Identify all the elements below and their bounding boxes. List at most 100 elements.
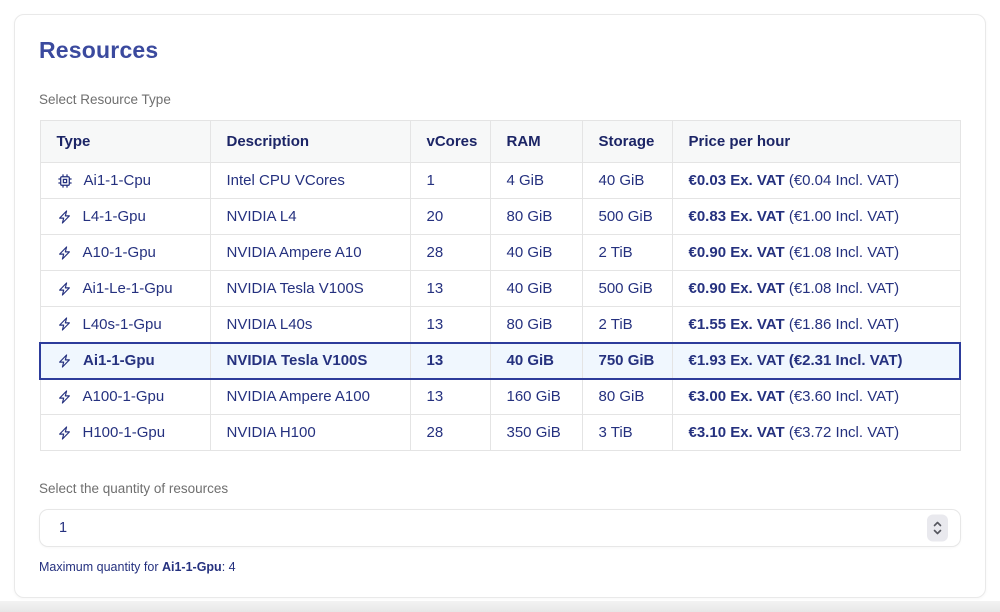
resource-description: NVIDIA L40s (210, 307, 410, 343)
resource-vcores: 13 (410, 343, 490, 379)
resource-ram: 350 GiB (490, 415, 582, 451)
resource-vcores: 1 (410, 163, 490, 199)
resource-type-label: Select Resource Type (39, 92, 961, 107)
resource-type-value: A100-1-Gpu (83, 388, 165, 405)
resource-price: €3.10 Ex. VAT (€3.72 Incl. VAT) (672, 415, 960, 451)
resource-price: €0.90 Ex. VAT (€1.08 Incl. VAT) (672, 271, 960, 307)
price-ex-vat: €1.55 Ex. VAT (689, 316, 785, 333)
resource-ram: 160 GiB (490, 379, 582, 415)
resource-table-row[interactable]: L4-1-Gpu NVIDIA L4 20 80 GiB 500 GiB €0.… (40, 199, 960, 235)
page: Resources Select Resource Type Type Desc… (0, 0, 1000, 612)
quantity-section: Select the quantity of resources Maximum… (39, 481, 961, 574)
resource-ram: 80 GiB (490, 199, 582, 235)
price-incl-vat: (€0.04 Incl. VAT) (785, 172, 900, 189)
resource-table-row[interactable]: Ai1-Le-1-Gpu NVIDIA Tesla V100S 13 40 Gi… (40, 271, 960, 307)
col-header-type: Type (40, 121, 210, 163)
max-note-prefix: Maximum quantity for (39, 560, 162, 574)
resource-table-row[interactable]: Ai1-1-Cpu Intel CPU VCores 1 4 GiB 40 Gi… (40, 163, 960, 199)
resource-type-value: H100-1-Gpu (83, 424, 166, 441)
resource-description: Intel CPU VCores (210, 163, 410, 199)
resource-price: €1.93 Ex. VAT (€2.31 Incl. VAT) (672, 343, 960, 379)
col-header-vcores: vCores (410, 121, 490, 163)
resource-type-value: Ai1-1-Gpu (83, 352, 155, 369)
resource-ram: 40 GiB (490, 235, 582, 271)
resource-storage: 500 GiB (582, 199, 672, 235)
lightning-bolt-icon (57, 389, 72, 405)
price-ex-vat: €0.90 Ex. VAT (689, 244, 785, 261)
resource-storage: 500 GiB (582, 271, 672, 307)
resource-type-value: L4-1-Gpu (83, 208, 146, 225)
resource-vcores: 13 (410, 271, 490, 307)
col-header-storage: Storage (582, 121, 672, 163)
resource-ram: 40 GiB (490, 271, 582, 307)
resource-vcores: 28 (410, 415, 490, 451)
page-bottom-strip (0, 601, 1000, 612)
quantity-label: Select the quantity of resources (39, 481, 961, 496)
price-ex-vat: €3.00 Ex. VAT (689, 388, 785, 405)
resource-ram: 40 GiB (490, 343, 582, 379)
resource-table-body: Ai1-1-Cpu Intel CPU VCores 1 4 GiB 40 Gi… (40, 163, 960, 451)
price-ex-vat: €1.93 Ex. VAT (689, 352, 785, 369)
price-ex-vat: €0.03 Ex. VAT (689, 172, 785, 189)
table-header-row: Type Description vCores RAM Storage Pric… (40, 121, 960, 163)
resource-ram: 80 GiB (490, 307, 582, 343)
resource-price: €0.90 Ex. VAT (€1.08 Incl. VAT) (672, 235, 960, 271)
resource-price: €0.83 Ex. VAT (€1.00 Incl. VAT) (672, 199, 960, 235)
resource-type-value: Ai1-1-Cpu (84, 172, 152, 189)
resource-storage: 80 GiB (582, 379, 672, 415)
page-title: Resources (39, 37, 961, 64)
price-incl-vat: (€3.72 Incl. VAT) (785, 424, 900, 441)
lightning-bolt-icon (57, 245, 72, 261)
max-quantity-note: Maximum quantity for Ai1-1-Gpu: 4 (39, 560, 961, 574)
resource-table-row[interactable]: A100-1-Gpu NVIDIA Ampere A100 13 160 GiB… (40, 379, 960, 415)
price-incl-vat: (€3.60 Incl. VAT) (785, 388, 900, 405)
max-note-type: Ai1-1-Gpu (162, 560, 222, 574)
price-ex-vat: €0.83 Ex. VAT (689, 208, 785, 225)
price-ex-vat: €0.90 Ex. VAT (689, 280, 785, 297)
quantity-input[interactable] (40, 510, 960, 546)
resource-description: NVIDIA Ampere A100 (210, 379, 410, 415)
resource-price: €0.03 Ex. VAT (€0.04 Incl. VAT) (672, 163, 960, 199)
resource-description: NVIDIA L4 (210, 199, 410, 235)
quantity-stepper up-down-chevrons-icon[interactable] (927, 515, 948, 542)
resource-description: NVIDIA Ampere A10 (210, 235, 410, 271)
resource-type-value: A10-1-Gpu (83, 244, 156, 261)
price-incl-vat: (€2.31 Incl. VAT) (785, 352, 903, 369)
resource-storage: 40 GiB (582, 163, 672, 199)
resource-storage: 2 TiB (582, 307, 672, 343)
cpu-chip-icon (57, 173, 73, 189)
resource-vcores: 28 (410, 235, 490, 271)
resource-storage: 750 GiB (582, 343, 672, 379)
price-ex-vat: €3.10 Ex. VAT (689, 424, 785, 441)
price-incl-vat: (€1.86 Incl. VAT) (785, 316, 900, 333)
resource-vcores: 13 (410, 307, 490, 343)
resource-vcores: 13 (410, 379, 490, 415)
col-header-description: Description (210, 121, 410, 163)
resource-table: Type Description vCores RAM Storage Pric… (39, 120, 961, 451)
col-header-ram: RAM (490, 121, 582, 163)
resource-type-value: L40s-1-Gpu (83, 316, 162, 333)
lightning-bolt-icon (57, 281, 72, 297)
lightning-bolt-icon (57, 316, 72, 332)
resource-table-row[interactable]: H100-1-Gpu NVIDIA H100 28 350 GiB 3 TiB … (40, 415, 960, 451)
lightning-bolt-icon (57, 353, 72, 369)
resource-table-row[interactable]: L40s-1-Gpu NVIDIA L40s 13 80 GiB 2 TiB €… (40, 307, 960, 343)
resource-vcores: 20 (410, 199, 490, 235)
resource-ram: 4 GiB (490, 163, 582, 199)
resource-table-row[interactable]: Ai1-1-Gpu NVIDIA Tesla V100S 13 40 GiB 7… (40, 343, 960, 379)
resources-card: Resources Select Resource Type Type Desc… (14, 14, 986, 598)
resource-description: NVIDIA Tesla V100S (210, 343, 410, 379)
price-incl-vat: (€1.08 Incl. VAT) (785, 280, 900, 297)
resource-description: NVIDIA Tesla V100S (210, 271, 410, 307)
resource-storage: 2 TiB (582, 235, 672, 271)
lightning-bolt-icon (57, 209, 72, 225)
quantity-box (39, 509, 961, 547)
col-header-price: Price per hour (672, 121, 960, 163)
resource-type-value: Ai1-Le-1-Gpu (83, 280, 173, 297)
max-note-suffix: : 4 (222, 560, 236, 574)
lightning-bolt-icon (57, 425, 72, 441)
resource-table-row[interactable]: A10-1-Gpu NVIDIA Ampere A10 28 40 GiB 2 … (40, 235, 960, 271)
resource-storage: 3 TiB (582, 415, 672, 451)
resource-description: NVIDIA H100 (210, 415, 410, 451)
resource-price: €3.00 Ex. VAT (€3.60 Incl. VAT) (672, 379, 960, 415)
